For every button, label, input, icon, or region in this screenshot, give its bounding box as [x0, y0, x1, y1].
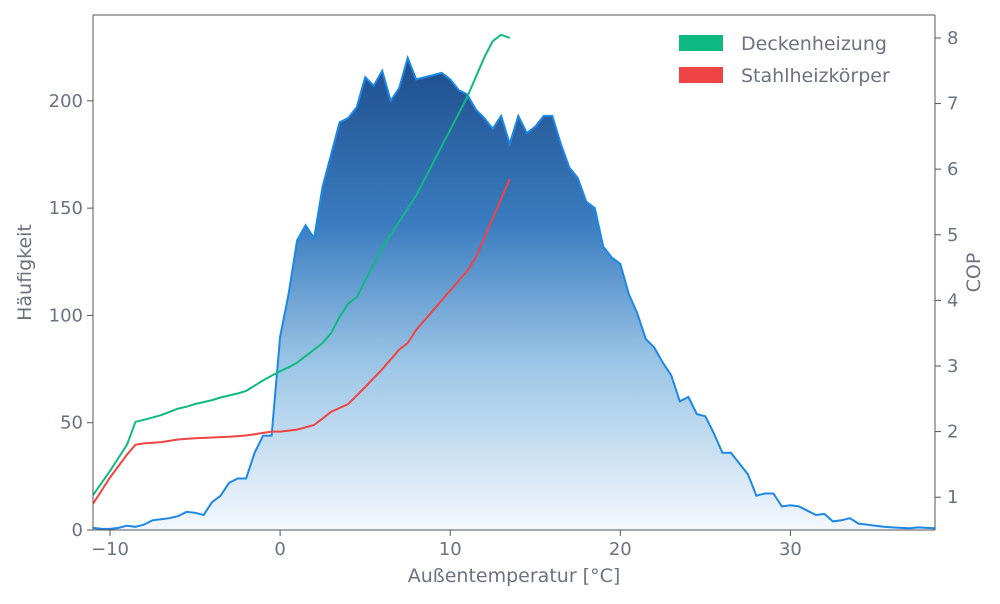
legend-label: Deckenheizung — [741, 33, 887, 55]
y-axis-label-right: COP — [963, 253, 985, 293]
histogram-area — [93, 57, 935, 530]
x-tick-label: 30 — [779, 539, 802, 560]
y-left-tick-label: 200 — [49, 91, 83, 112]
series-deckenheizung-line — [93, 33, 511, 496]
legend-item-deckenheizung: Deckenheizung — [679, 33, 887, 55]
y-axis-label-left: Häufigkeit — [14, 224, 36, 321]
legend-swatch — [679, 67, 723, 83]
series-stahlheizkoerper-line — [93, 178, 511, 505]
y-right-tick-label: 6 — [947, 159, 958, 180]
histogram-line — [93, 54, 935, 530]
legend: Deckenheizung Stahlheizkörper — [679, 33, 890, 87]
y-left-tick-label: 150 — [49, 198, 83, 219]
y-right-tick-label: 8 — [947, 28, 958, 49]
legend-item-stahlheizkoerper: Stahlheizkörper — [679, 65, 890, 87]
y-right-tick-label: 1 — [947, 487, 958, 508]
x-tick-label: 10 — [439, 539, 462, 560]
y-right-tick-label: 3 — [947, 356, 958, 377]
y-right-tick-label: 4 — [947, 290, 958, 311]
plot-area — [93, 33, 935, 530]
y-right-tick-label: 7 — [947, 94, 958, 115]
y-left-tick-label: 0 — [72, 520, 83, 541]
x-axis-label: Außentemperatur [°C] — [408, 565, 621, 587]
y-right-tick-label: 5 — [947, 225, 958, 246]
y-left-tick-label: 50 — [60, 413, 83, 434]
x-tick-label: 0 — [274, 539, 285, 560]
legend-swatch — [679, 35, 723, 51]
legend-label: Stahlheizkörper — [741, 65, 890, 87]
y-right-tick-label: 2 — [947, 422, 958, 443]
axes: −10 0 10 20 30 0 50 100 150 200 1 2 3 4 5 6 7 8 — [49, 14, 958, 560]
y-left-tick-label: 100 — [49, 305, 83, 326]
x-tick-label: −10 — [91, 539, 129, 560]
x-tick-label: 20 — [609, 539, 632, 560]
